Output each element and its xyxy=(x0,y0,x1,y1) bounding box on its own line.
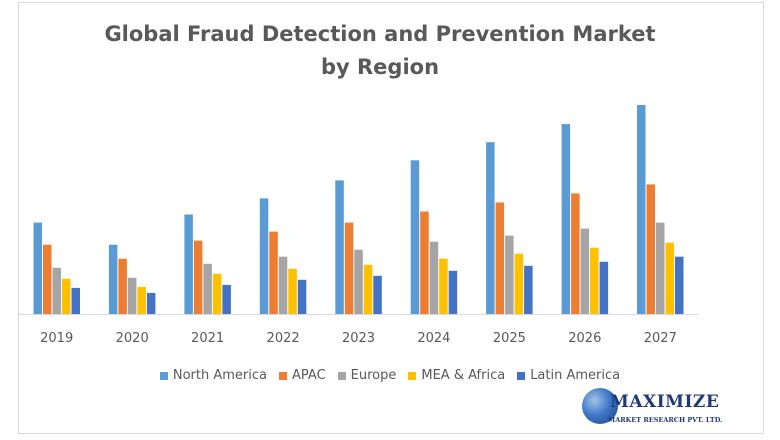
bar-mea-africa-2021 xyxy=(212,273,222,314)
legend-label: North America xyxy=(172,368,267,383)
bar-north-america-2022 xyxy=(259,198,269,314)
legend-item-mea-africa: MEA & Africa xyxy=(408,368,505,383)
bar-north-america-2023 xyxy=(335,180,344,314)
globe-icon xyxy=(582,388,618,424)
logo-subtitle: MARKET RESEARCH PVT. LTD. xyxy=(608,416,723,424)
x-tick-label: 2021 xyxy=(191,331,224,346)
x-tick-label: 2023 xyxy=(342,331,375,346)
bar-europe-2025 xyxy=(505,235,514,314)
bar-latin-america-2019 xyxy=(71,287,80,314)
bar-europe-2024 xyxy=(429,241,439,314)
x-tick-label: 2026 xyxy=(568,331,601,346)
bar-latin-america-2024 xyxy=(448,270,458,314)
legend-label: APAC xyxy=(292,368,326,383)
x-tick-label: 2020 xyxy=(116,331,149,346)
bar-apac-2027 xyxy=(646,184,655,314)
bar-mea-africa-2026 xyxy=(590,247,599,314)
bar-europe-2020 xyxy=(127,277,137,314)
legend-item-apac: APAC xyxy=(279,368,326,383)
bar-apac-2019 xyxy=(43,244,52,314)
bar-latin-america-2023 xyxy=(373,275,382,314)
bar-latin-america-2027 xyxy=(675,256,684,314)
x-tick-label: 2027 xyxy=(644,331,677,346)
legend-item-north-america: North America xyxy=(159,368,267,383)
x-tick-label: 2024 xyxy=(417,331,450,346)
legend-swatch xyxy=(159,371,168,380)
legend-swatch xyxy=(517,371,526,380)
bar-mea-africa-2027 xyxy=(665,242,674,314)
bar-north-america-2020 xyxy=(108,244,118,314)
bar-europe-2023 xyxy=(354,249,363,314)
bar-north-america-2024 xyxy=(410,160,420,314)
legend-swatch xyxy=(337,371,346,380)
bar-north-america-2026 xyxy=(561,124,571,314)
legend-swatch xyxy=(279,371,287,380)
bar-north-america-2027 xyxy=(637,105,646,314)
logo-name: MAXIMIZE xyxy=(610,392,720,412)
bar-europe-2021 xyxy=(203,263,212,314)
legend-item-latin-america: Latin America xyxy=(517,368,620,383)
chart-title-line-1: Global Fraud Detection and Prevention Ma… xyxy=(104,22,656,46)
x-tick-label: 2025 xyxy=(493,331,526,346)
bar-apac-2025 xyxy=(495,202,505,314)
bar-apac-2024 xyxy=(420,211,429,314)
bar-north-america-2019 xyxy=(33,222,42,314)
legend-label: Latin America xyxy=(530,368,621,383)
bar-apac-2021 xyxy=(193,240,203,314)
bar-north-america-2021 xyxy=(184,214,193,314)
bar-mea-africa-2025 xyxy=(514,253,524,314)
chart-title: Global Fraud Detection and Prevention Ma… xyxy=(80,18,680,84)
x-tick-label: 2019 xyxy=(40,331,73,346)
bar-apac-2022 xyxy=(269,231,278,314)
bar-europe-2022 xyxy=(278,256,288,314)
bar-europe-2026 xyxy=(580,228,590,314)
bar-apac-2020 xyxy=(118,258,127,314)
chart-legend: North America APAC Europe MEA & Africa Latin… xyxy=(0,368,780,383)
bar-latin-america-2020 xyxy=(146,292,156,314)
bar-latin-america-2026 xyxy=(599,261,609,315)
bar-latin-america-2021 xyxy=(222,284,231,314)
legend-label: Europe xyxy=(350,368,397,383)
bar-apac-2023 xyxy=(344,222,354,314)
bar-mea-africa-2023 xyxy=(363,264,373,314)
bar-mea-africa-2024 xyxy=(439,258,448,314)
bar-latin-america-2022 xyxy=(297,279,307,314)
bar-north-america-2025 xyxy=(486,142,495,314)
legend-swatch xyxy=(408,371,417,380)
legend-item-europe: Europe xyxy=(337,368,397,383)
bar-mea-africa-2020 xyxy=(137,286,146,314)
bar-apac-2026 xyxy=(571,193,580,314)
chart-title-line-2: by Region xyxy=(320,55,440,79)
bar-mea-africa-2019 xyxy=(62,278,71,314)
maximize-logo: MAXIMIZE MARKET RESEARCH PVT. LTD. xyxy=(580,386,755,434)
bar-mea-africa-2022 xyxy=(288,268,297,314)
bar-latin-america-2025 xyxy=(524,265,533,314)
bar-europe-2019 xyxy=(52,267,61,314)
bar-europe-2027 xyxy=(656,222,665,314)
x-tick-label: 2022 xyxy=(267,331,300,346)
legend-label: MEA & Africa xyxy=(421,368,506,383)
